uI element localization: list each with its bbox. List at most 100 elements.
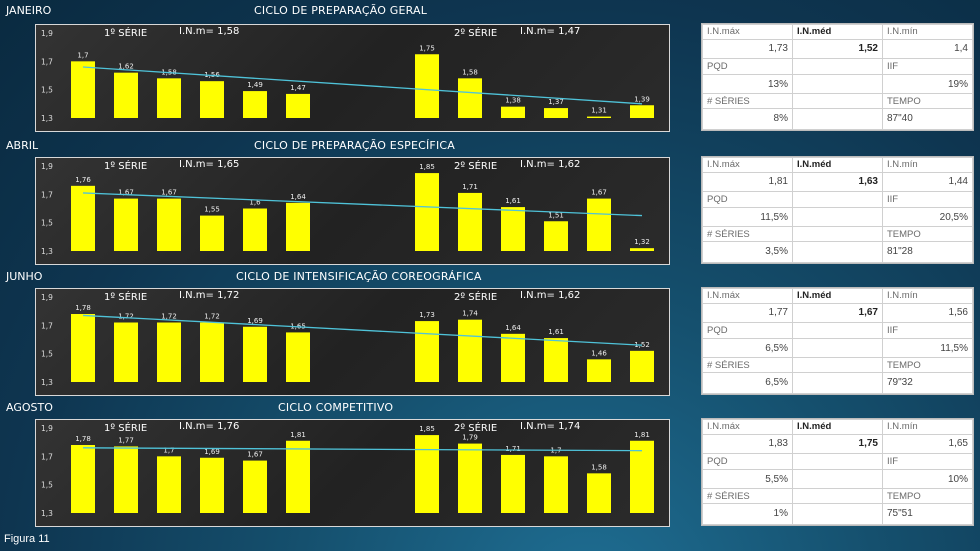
- bar: [458, 319, 482, 382]
- y-tick-label: 1,7: [41, 452, 53, 461]
- bar-data-label: 1,64: [505, 324, 521, 332]
- tempo-label: TEMPO: [882, 226, 973, 242]
- empty-cell: [792, 452, 883, 471]
- lnmin-label: I.N.mín: [882, 288, 973, 304]
- month-label: JANEIRO: [6, 4, 52, 17]
- empty-cell: [792, 321, 883, 340]
- month-label: ABRIL: [6, 139, 39, 152]
- lnmax-value: 1,83: [702, 433, 793, 454]
- bar: [243, 208, 267, 251]
- bar: [587, 198, 611, 251]
- series-inm: I.N.m= 1,72: [179, 290, 239, 301]
- bar: [114, 198, 138, 251]
- y-tick-label: 1,5: [41, 219, 53, 228]
- bar: [200, 457, 224, 513]
- bar-data-label: 1,79: [462, 434, 478, 442]
- bar: [286, 440, 310, 513]
- lnmax-label: I.N.máx: [702, 24, 793, 40]
- bar-data-label: 1,39: [634, 95, 650, 103]
- trend-line: [82, 447, 643, 452]
- empty-cell: [792, 74, 883, 95]
- chart-svg: 1,3 1,5 1,7 1,9 1º SÉRIE I.N.m= 1,65 1,76 1,67 1…: [41, 159, 654, 256]
- stats-grid: I.N.máx I.N.méd I.N.mín 1,77 1,67 1,56 PQD IIF 6…: [702, 288, 973, 395]
- figure-label: Figura 11: [4, 533, 50, 545]
- bar: [544, 456, 568, 513]
- bar: [71, 61, 95, 118]
- stats-table: I.N.máx I.N.méd I.N.mín 1,81 1,63 1,44 PQD IIF 1…: [701, 156, 974, 264]
- bar-data-label: 1,58: [591, 463, 607, 471]
- bar-data-label: 1,74: [462, 310, 478, 318]
- tempo-value: 87"40: [882, 107, 973, 131]
- month-label: JUNHO: [6, 270, 43, 283]
- bar-data-label: 1,71: [462, 183, 478, 191]
- pqd-label: PQD: [702, 190, 793, 209]
- lnmed-label: I.N.méd: [792, 24, 883, 40]
- bar-data-label: 1,32: [634, 238, 650, 246]
- y-tick-label: 1,7: [41, 190, 53, 199]
- series-name: 1º SÉRIE: [104, 290, 147, 303]
- tempo-value: 75"51: [882, 502, 973, 526]
- chart-svg: 1,3 1,5 1,7 1,9 1º SÉRIE I.N.m= 1,76 1,78 1,77 1…: [41, 421, 654, 518]
- stats-table: I.N.máx I.N.méd I.N.mín 1,77 1,67 1,56 PQD IIF 6…: [701, 287, 974, 395]
- bar-data-label: 1,77: [118, 436, 134, 444]
- bar-data-label: 1,81: [290, 431, 306, 439]
- iif-value: 10%: [882, 469, 973, 490]
- lnmax-value: 1,73: [702, 38, 793, 59]
- stats-grid: I.N.máx I.N.méd I.N.mín 1,73 1,52 1,4 PQD IIF 13…: [702, 24, 973, 131]
- bar-data-label: 1,67: [591, 189, 607, 197]
- series-count-label: # SÉRIES: [702, 226, 793, 242]
- series-name: 2º SÉRIE: [454, 159, 497, 172]
- y-tick-label: 1,3: [41, 114, 53, 123]
- lnmed-value: 1,63: [792, 171, 883, 192]
- trend-line: [82, 192, 643, 217]
- bar-data-label: 1,75: [419, 44, 435, 52]
- bar: [200, 215, 224, 251]
- iif-value: 11,5%: [882, 338, 973, 359]
- lnmax-value: 1,77: [702, 302, 793, 323]
- bar-data-label: 1,85: [419, 425, 435, 433]
- bar: [157, 78, 181, 118]
- bar: [243, 91, 267, 118]
- lnmin-label: I.N.mín: [882, 24, 973, 40]
- lnmin-value: 1,4: [882, 38, 973, 59]
- y-tick-label: 1,9: [41, 424, 53, 433]
- bar: [630, 105, 654, 118]
- lnmax-label: I.N.máx: [702, 419, 793, 435]
- empty-cell: [792, 57, 883, 76]
- pqd-value: 5,5%: [702, 469, 793, 490]
- y-tick-label: 1,3: [41, 378, 53, 387]
- bar: [587, 473, 611, 513]
- tempo-label: TEMPO: [882, 357, 973, 373]
- bar: [544, 221, 568, 251]
- bar: [501, 333, 525, 382]
- empty-cell: [792, 338, 883, 359]
- lnmed-value: 1,67: [792, 302, 883, 323]
- tempo-label: TEMPO: [882, 93, 973, 109]
- bar: [501, 207, 525, 251]
- bar-data-label: 1,81: [634, 431, 650, 439]
- series-count-label: # SÉRIES: [702, 93, 793, 109]
- bar: [587, 359, 611, 382]
- bar-data-label: 1,61: [548, 328, 564, 336]
- trend-line: [82, 66, 643, 105]
- stats-grid: I.N.máx I.N.méd I.N.mín 1,83 1,75 1,65 PQD IIF 5…: [702, 419, 973, 526]
- bar: [501, 454, 525, 513]
- bar-data-label: 1,72: [118, 313, 134, 321]
- pqd-label: PQD: [702, 57, 793, 76]
- lnmin-label: I.N.mín: [882, 157, 973, 173]
- bar: [458, 192, 482, 251]
- bar-data-label: 1,7: [163, 446, 174, 454]
- y-tick-label: 1,5: [41, 86, 53, 95]
- tempo-value: 79"32: [882, 371, 973, 395]
- bar-data-label: 1,62: [118, 63, 134, 71]
- series-inm: I.N.m= 1,58: [179, 26, 239, 37]
- bar: [243, 326, 267, 382]
- series-name: 2º SÉRIE: [454, 421, 497, 434]
- pqd-value: 6,5%: [702, 338, 793, 359]
- month-label: AGOSTO: [6, 401, 53, 414]
- series-inm: I.N.m= 1,65: [179, 159, 239, 170]
- cycle-title: CICLO DE PREPARAÇÃO GERAL: [254, 4, 428, 17]
- pqd-label: PQD: [702, 452, 793, 471]
- empty-cell: [792, 488, 883, 504]
- lnmed-label: I.N.méd: [792, 419, 883, 435]
